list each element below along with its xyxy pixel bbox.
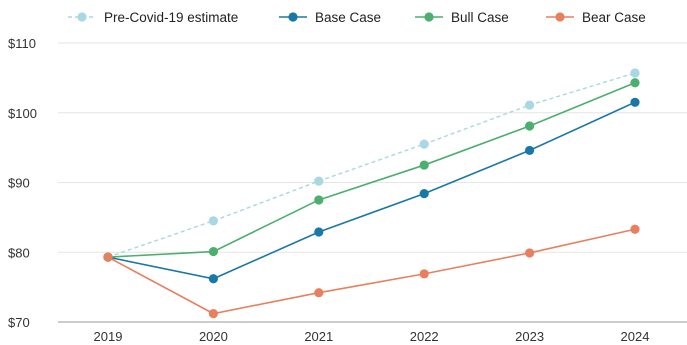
x-tick-label: 2022 — [410, 329, 439, 344]
legend-swatch-marker — [77, 12, 87, 22]
series-bull-case — [103, 78, 640, 262]
y-tick-label: $90 — [8, 176, 30, 191]
x-tick-label: 2019 — [94, 329, 123, 344]
legend-swatch-marker — [424, 12, 434, 22]
series-group — [103, 68, 640, 319]
data-point-bull-case — [525, 121, 535, 131]
series-bear-case — [103, 224, 640, 319]
data-point-bear-case — [314, 288, 324, 298]
data-point-pre-covid-19-estimate — [208, 216, 218, 226]
legend-label: Bear Case — [582, 10, 646, 25]
legend-label: Pre-Covid-19 estimate — [104, 10, 238, 25]
series-line-bull-case — [107, 82, 636, 258]
data-point-base-case — [525, 145, 535, 156]
data-point-bull-case — [419, 160, 429, 170]
series-line-base-case — [107, 101, 636, 280]
data-point-pre-covid-19-estimate — [314, 176, 324, 186]
data-point-pre-covid-19-estimate — [419, 139, 429, 149]
data-point-bull-case — [630, 78, 640, 88]
y-tick-label: $100 — [8, 106, 37, 121]
legend-item-bull-case: Bull Case — [415, 10, 509, 25]
y-tick-label: $70 — [8, 315, 30, 330]
data-point-base-case — [630, 97, 640, 107]
legend-label: Base Case — [315, 10, 381, 25]
series-line-pre-covid-19-estimate — [107, 72, 636, 258]
x-tick-label: 2021 — [304, 329, 333, 344]
series-line-bear-case — [107, 228, 636, 315]
data-point-base-case — [314, 227, 324, 237]
series-base-case — [103, 97, 640, 284]
data-point-bear-case — [630, 224, 640, 234]
data-point-bull-case — [314, 195, 324, 205]
data-point-bear-case — [525, 248, 535, 258]
data-point-pre-covid-19-estimate — [525, 100, 535, 110]
data-point-base-case — [419, 189, 429, 199]
data-point-bull-case — [208, 246, 218, 257]
legend-item-base-case: Base Case — [279, 10, 381, 25]
y-axis: $70 $80 $90 $100 $110 — [8, 36, 37, 330]
x-axis: 2019 2020 2021 2022 2023 2024 — [94, 329, 650, 344]
legend-swatch-marker — [555, 12, 565, 22]
x-tick-label: 2020 — [199, 329, 228, 344]
data-point-bear-case — [419, 269, 429, 279]
y-tick-label: $110 — [8, 36, 36, 51]
data-point-bear-case — [208, 309, 218, 319]
legend: Pre-Covid-19 estimate Base Case Bull Case B… — [68, 10, 646, 25]
series-pre-covid-19-estimate — [103, 68, 640, 262]
data-point-pre-covid-19-estimate — [630, 68, 640, 78]
data-point-base-case — [208, 274, 218, 284]
legend-item-pre-covid-19-estimate: Pre-Covid-19 estimate — [68, 10, 238, 25]
legend-item-bear-case: Bear Case — [546, 10, 646, 25]
x-tick-label: 2023 — [515, 329, 544, 344]
y-tick-label: $80 — [8, 245, 30, 260]
legend-label: Bull Case — [451, 10, 509, 25]
data-point-bear-case — [103, 252, 113, 262]
x-tick-label: 2024 — [621, 329, 650, 344]
legend-swatch-marker — [288, 12, 298, 22]
